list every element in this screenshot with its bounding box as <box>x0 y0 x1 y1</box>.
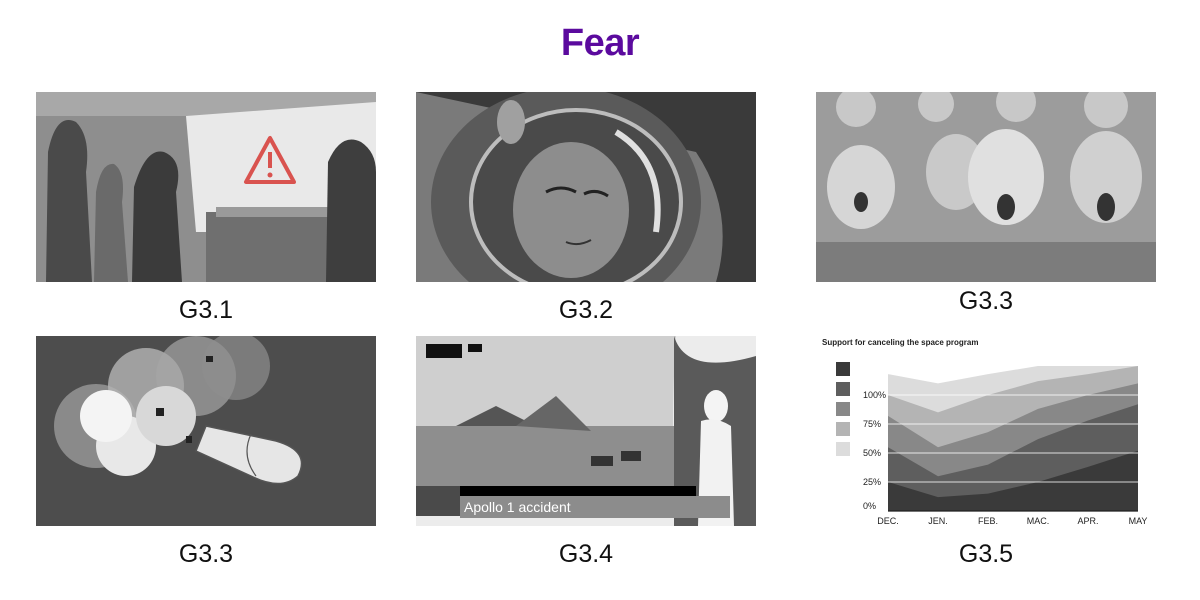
legend-swatch <box>836 442 850 456</box>
y-tick-label: 25% <box>863 477 881 487</box>
y-tick-label: 50% <box>863 448 881 458</box>
panel-caption: G3.1 <box>36 296 376 325</box>
y-tick-label: 0% <box>863 501 876 511</box>
storyboard-panel-explosion <box>36 336 376 526</box>
x-tick-label: JEN. <box>928 516 948 526</box>
panel-caption: G3.2 <box>416 296 756 325</box>
explosion-sketch <box>36 336 376 526</box>
x-tick-label: DEC. <box>877 516 899 526</box>
page-title: Fear <box>0 22 1200 65</box>
legend-swatch <box>836 422 850 436</box>
y-tick-label: 100% <box>863 390 886 400</box>
crowd-sketch <box>816 92 1156 282</box>
x-tick-label: MAY <box>1129 516 1148 526</box>
support-area-chart: Support for canceling the space program … <box>816 336 1156 526</box>
y-tick-label: 75% <box>863 419 881 429</box>
news-banner-label: Apollo 1 accident <box>460 497 734 517</box>
panel-caption: G3.3 <box>816 287 1156 316</box>
x-tick-label: MAC. <box>1027 516 1050 526</box>
astronaut-sketch <box>416 92 756 282</box>
legend-swatch <box>836 362 850 376</box>
storyboard-panel-astronaut <box>416 92 756 282</box>
panel-caption: G3.5 <box>816 540 1156 569</box>
legend-swatch <box>836 382 850 396</box>
warning-scene-sketch <box>36 92 376 282</box>
x-tick-label: FEB. <box>978 516 998 526</box>
panel-caption: G3.3 <box>36 540 376 569</box>
panel-caption: G3.4 <box>416 540 756 569</box>
storyboard-panel-warning <box>36 92 376 282</box>
storyboard-panel-crowd <box>816 92 1156 282</box>
chart-title: Support for canceling the space program <box>822 338 978 347</box>
storyboard-panel-news: Apollo 1 accident <box>416 336 756 526</box>
x-tick-label: APR. <box>1077 516 1098 526</box>
storyboard-panel-chart: Support for canceling the space program … <box>816 336 1156 526</box>
legend-swatch <box>836 402 850 416</box>
